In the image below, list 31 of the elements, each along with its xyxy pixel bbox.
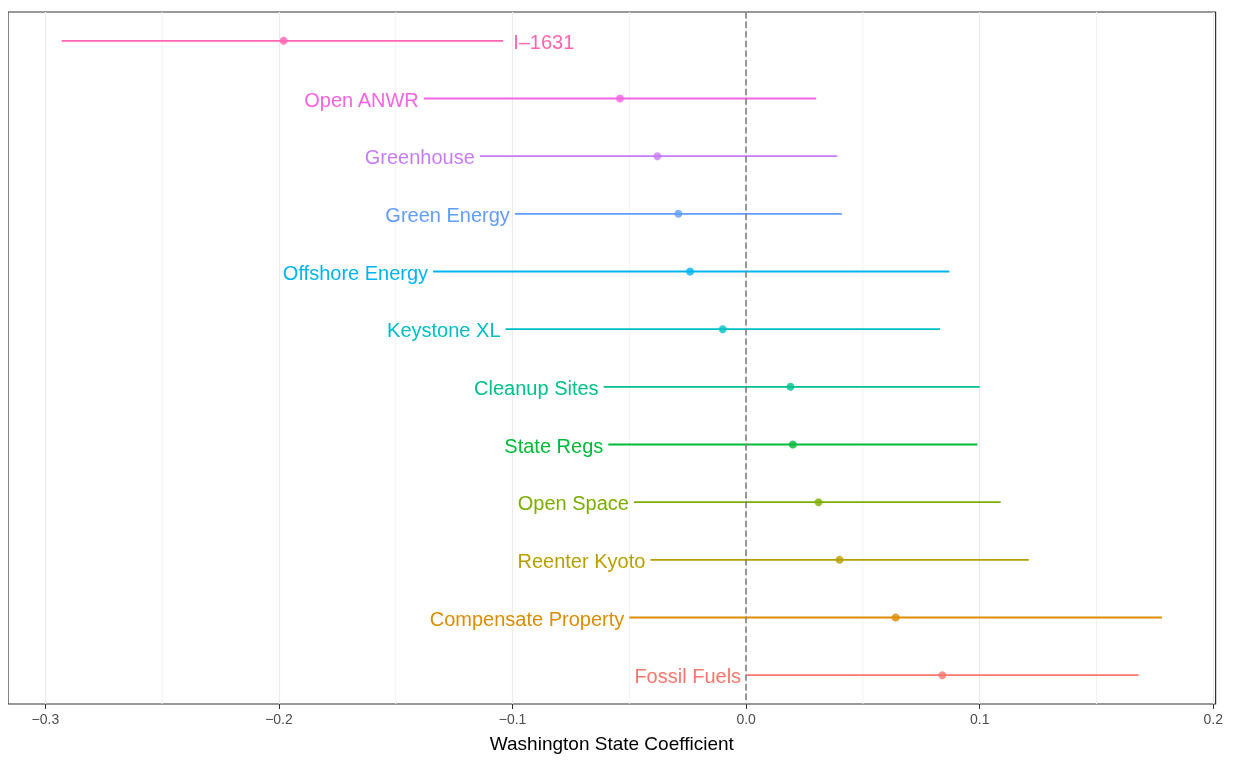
y-tick-label: Fossil Fuels xyxy=(634,665,742,688)
x-tick-label: 0.0 xyxy=(736,711,757,727)
x-tick-label: 0.2 xyxy=(1203,711,1224,727)
y-tick-label: Cleanup Sites xyxy=(474,376,599,399)
point xyxy=(891,613,900,622)
point xyxy=(615,94,624,103)
y-tick-label: Reenter Kyoto xyxy=(517,549,646,572)
y-tick-label: Offshore Energy xyxy=(282,261,429,284)
point xyxy=(674,209,683,218)
point xyxy=(686,267,695,276)
y-tick-label: Keystone XL xyxy=(387,319,501,342)
y-tick-label: Greenhouse xyxy=(364,146,475,169)
x-tick-label: 0.1 xyxy=(969,711,990,727)
y-tick-label: Open Space xyxy=(517,492,629,515)
x-axis-title: Washington State Coefficient xyxy=(489,733,735,754)
y-tick-label: State Regs xyxy=(504,434,604,457)
point xyxy=(786,382,795,391)
x-tick-label: −0.3 xyxy=(31,711,60,727)
point xyxy=(835,555,844,564)
point xyxy=(788,440,797,449)
x-tick-label: −0.1 xyxy=(498,711,527,727)
y-tick-label: Green Energy xyxy=(385,203,510,226)
y-tick-label: Compensate Property xyxy=(429,607,625,630)
x-tick-label: −0.2 xyxy=(265,711,293,727)
point xyxy=(814,498,823,507)
y-tick-label: I–1631 xyxy=(513,30,575,53)
point xyxy=(718,325,727,334)
point xyxy=(653,152,662,161)
point xyxy=(938,671,947,680)
point xyxy=(279,36,288,45)
y-tick-label: Open ANWR xyxy=(304,88,419,111)
